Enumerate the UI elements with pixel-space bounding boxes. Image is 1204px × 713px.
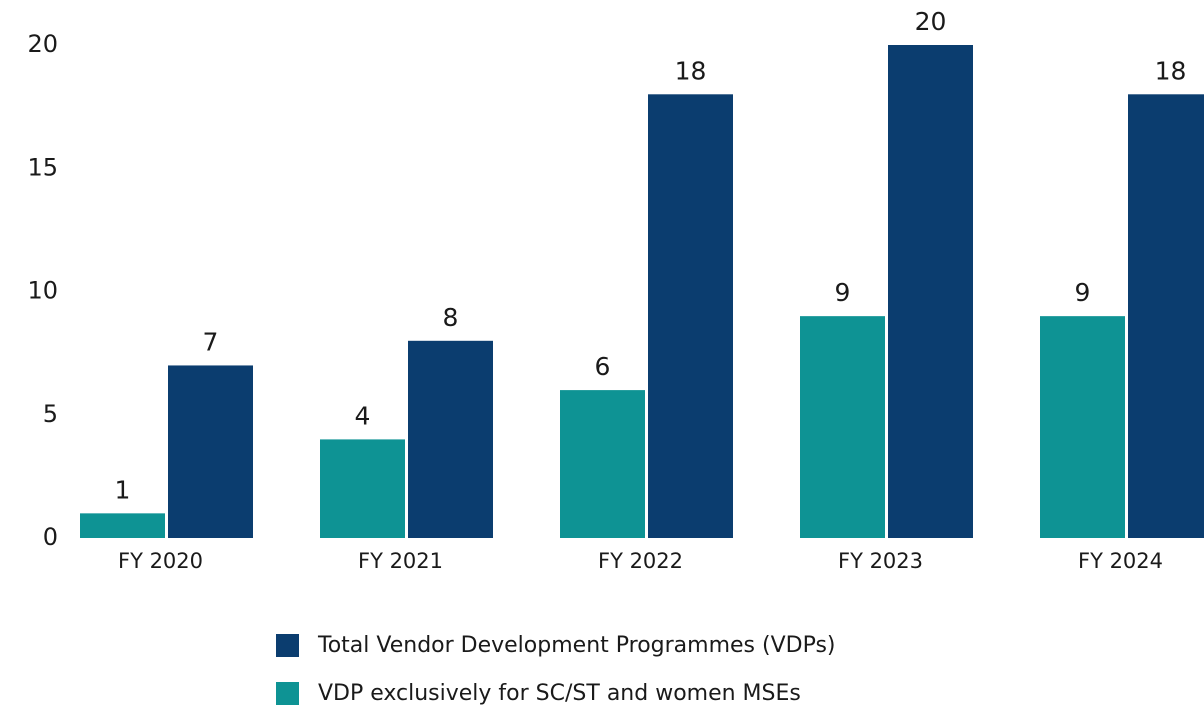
y-tick-label: 10: [27, 277, 58, 305]
data-label: 4: [355, 401, 371, 430]
y-tick-label: 5: [43, 400, 58, 428]
data-label: 8: [443, 303, 459, 332]
bar: [560, 390, 645, 538]
bar: [1040, 316, 1125, 538]
legend-label: VDP exclusively for SC/ST and women MSEs: [318, 681, 801, 706]
y-tick-label: 15: [27, 153, 58, 181]
x-tick-label: FY 2020: [118, 549, 203, 573]
data-label: 1: [115, 475, 131, 504]
y-tick-label: 20: [27, 30, 58, 58]
data-label: 20: [915, 7, 947, 36]
bar: [80, 513, 165, 538]
data-label: 9: [1075, 278, 1091, 307]
x-tick-label: FY 2024: [1078, 549, 1163, 573]
x-tick-label: FY 2022: [598, 549, 683, 573]
bar: [888, 45, 973, 538]
x-tick-label: FY 2023: [838, 549, 923, 573]
data-label: 9: [835, 278, 851, 307]
bar: [408, 340, 493, 538]
data-label: 7: [203, 327, 219, 356]
bar: [800, 316, 885, 538]
data-label: 6: [595, 352, 611, 381]
y-tick-label: 0: [43, 523, 58, 551]
bar: [1128, 94, 1204, 539]
legend-swatch: [276, 682, 299, 705]
legend-label: Total Vendor Development Programmes (VDP…: [317, 633, 836, 658]
bar: [320, 439, 405, 538]
data-label: 18: [1155, 56, 1187, 85]
x-tick-label: FY 2021: [358, 549, 443, 573]
legend-swatch: [276, 634, 299, 657]
data-label: 18: [675, 56, 707, 85]
bar: [648, 94, 733, 539]
bar: [168, 365, 253, 538]
